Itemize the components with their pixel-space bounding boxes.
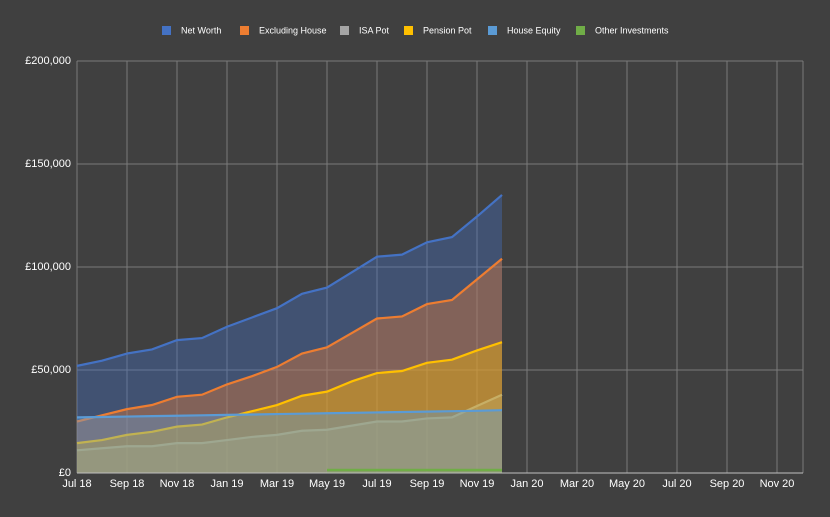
line: [76, 194, 503, 367]
x-tick-label: Sep 19: [410, 478, 445, 490]
legend-label: Net Worth: [181, 25, 221, 35]
legend-swatch: [576, 26, 585, 35]
x-tick-label: May 20: [609, 478, 645, 490]
line: [76, 341, 503, 445]
x-tick-label: Nov 19: [460, 478, 495, 490]
x-tick-label: Sep 18: [110, 478, 145, 490]
legend-label: Pension Pot: [423, 25, 472, 35]
x-tick-label: Mar 20: [560, 478, 594, 490]
x-tick-label: May 19: [309, 478, 345, 490]
line: [76, 257, 503, 423]
x-tick-label: Jul 19: [362, 478, 391, 490]
legend-swatch: [240, 26, 249, 35]
legend-label: ISA Pot: [359, 25, 390, 35]
y-tick-label: £200,000: [25, 55, 71, 67]
x-tick-label: Jul 20: [662, 478, 691, 490]
y-tick-label: £50,000: [31, 364, 71, 376]
area: [77, 410, 502, 473]
area: [77, 194, 502, 473]
legend-swatch: [404, 26, 413, 35]
line: [76, 393, 503, 452]
y-tick-label: £150,000: [25, 158, 71, 170]
area: [77, 342, 502, 473]
legend-label: Excluding House: [259, 25, 327, 35]
x-tick-label: Mar 19: [260, 478, 294, 490]
x-tick-label: Nov 18: [160, 478, 195, 490]
x-tick-label: Nov 20: [760, 478, 795, 490]
legend-swatch: [340, 26, 349, 35]
area: [77, 258, 502, 473]
legend-label: Other Investments: [595, 25, 669, 35]
y-tick-label: £100,000: [25, 261, 71, 273]
x-tick-label: Jan 20: [510, 478, 543, 490]
x-tick-label: Jul 18: [62, 478, 91, 490]
y-tick-label: £0: [59, 467, 71, 479]
legend: Net Worth Excluding House ISA Pot Pension P…: [162, 25, 669, 35]
x-tick-label: Jan 19: [210, 478, 243, 490]
line: [76, 409, 503, 419]
x-tick-label: Sep 20: [710, 478, 745, 490]
legend-swatch: [162, 26, 171, 35]
legend-label: House Equity: [507, 25, 561, 35]
legend-swatch: [488, 26, 497, 35]
